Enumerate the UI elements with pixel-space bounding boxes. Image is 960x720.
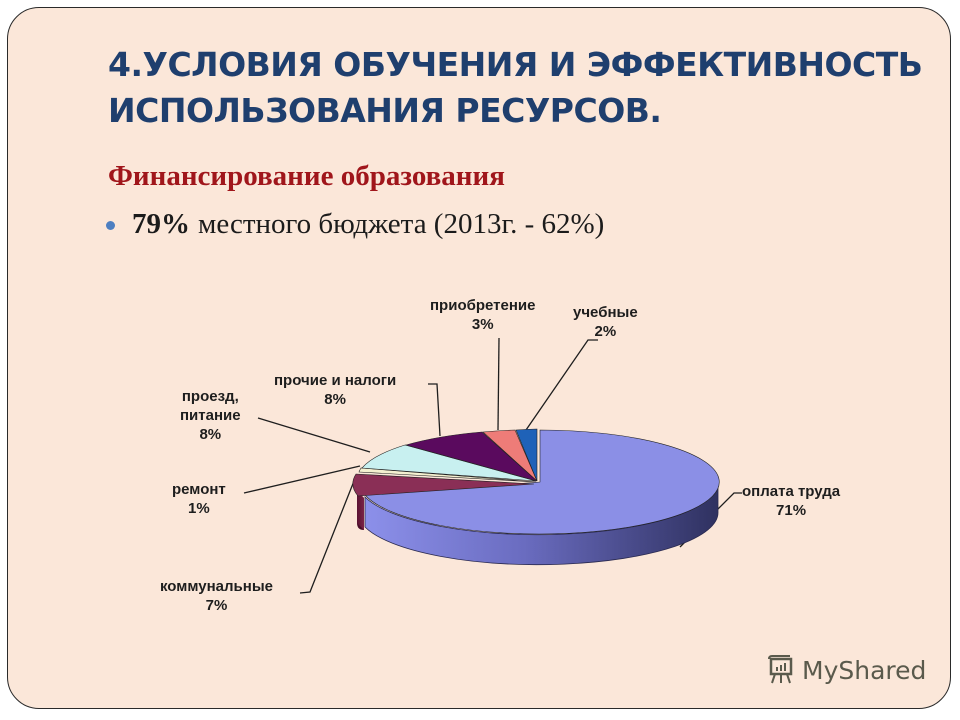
label-priobretenie: приобретение 3% (430, 296, 536, 334)
label-remont-value: 1% (188, 500, 210, 517)
label-kommunalnye: коммунальные 7% (160, 577, 273, 615)
label-remont: ремонт 1% (172, 480, 226, 518)
slice-remont (358, 467, 537, 483)
pie-top (352, 428, 720, 535)
watermark: MyShared (766, 655, 926, 685)
slice-proezd-pitanie (361, 444, 537, 482)
label-kommunalnye-name: коммунальные (160, 578, 273, 595)
label-remont-name: ремонт (172, 481, 226, 498)
label-oplata-truda: оплата труда 71% (742, 482, 840, 520)
label-proezd-value: 8% (199, 426, 222, 443)
title-line-2: ИСПОЛЬЗОВАНИЯ РЕСУРСОВ. (108, 91, 662, 130)
label-proezd-pitanie: проезд, питание 8% (180, 387, 241, 444)
leader-remont (243, 465, 361, 494)
slice-uchebnye (515, 428, 538, 482)
title-line-1: 4.УСЛОВИЯ ОБУЧЕНИЯ И ЭФФЕКТИВНОСТЬ (108, 45, 923, 84)
slice-oplata-truda (364, 429, 720, 535)
section-subtitle: Финансирование образования (108, 160, 505, 192)
leader-proezd (257, 417, 371, 453)
bullet-dot-icon (106, 221, 115, 230)
label-priobretenie-name: приобретение (430, 297, 536, 314)
label-proezd-name2: питание (180, 407, 241, 424)
label-priobretenie-value: 3% (471, 316, 494, 333)
label-proezd-name1: проезд, (181, 388, 239, 405)
label-uchebnye: учебные 2% (573, 303, 638, 341)
label-prochie-name: прочие и налоги (274, 372, 397, 389)
bullet-text: местного бюджета (2013г. - 62%) (198, 208, 605, 240)
leader-uchebn (525, 339, 598, 431)
label-prochie-nalogi: прочие и налоги 8% (274, 371, 396, 409)
label-uchebnye-value: 2% (594, 323, 617, 340)
leader-prochie (428, 383, 441, 437)
leader-priobr (497, 337, 500, 431)
bullet-item: 79% местного бюджета (2013г. - 62%) (106, 208, 604, 241)
watermark-text: MyShared (802, 655, 927, 685)
leader-kommun (299, 475, 357, 594)
label-kommunalnye-value: 7% (205, 597, 228, 614)
bullet-percent: 79% (132, 208, 190, 240)
label-oplata-value: 71% (776, 502, 807, 519)
slide-card (7, 7, 951, 709)
label-uchebnye-name: учебные (573, 304, 638, 321)
label-prochie-value: 8% (324, 391, 346, 408)
slice-priobretenie (482, 429, 538, 482)
slice-prochie-nalogi (404, 431, 538, 482)
label-oplata-name: оплата труда (742, 483, 841, 500)
presentation-board-icon (768, 655, 793, 684)
slide-title: 4.УСЛОВИЯ ОБУЧЕНИЯ И ЭФФЕКТИВНОСТЬ ИСПОЛ… (108, 42, 928, 134)
slice-kommunalnye (352, 473, 535, 497)
